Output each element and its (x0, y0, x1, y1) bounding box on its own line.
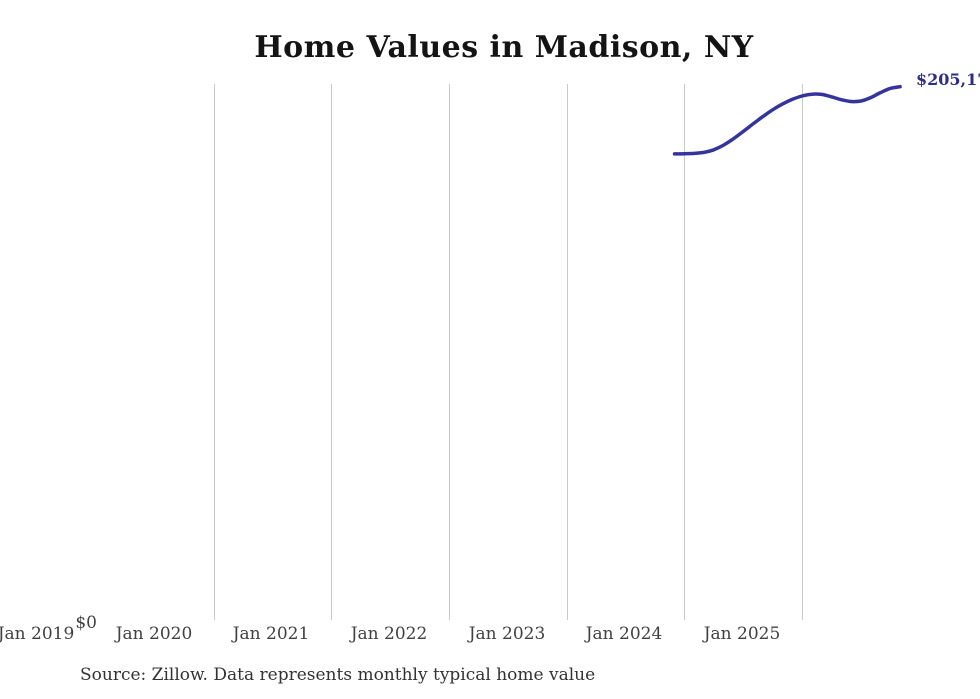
trend-line-path (672, 84, 902, 156)
source-note: Source: Zillow. Data represents monthly … (80, 665, 596, 685)
latest-value-label: $205,17 (916, 70, 980, 89)
chart-title: Home Values in Madison, NY (254, 30, 754, 65)
x-tick-label-jan-2019: Jan 2019 (0, 624, 75, 644)
x-tick-label-jan-2025: Jan 2025 (703, 624, 781, 644)
x-tick-label-jan-2020: Jan 2020 (115, 624, 193, 644)
x-tick-label-jan-2024: Jan 2024 (585, 624, 663, 644)
x-tick-label-jan-2023: Jan 2023 (468, 624, 546, 644)
x-tick-label-jan-2022: Jan 2022 (350, 624, 428, 644)
vertical-gridlines (214, 84, 803, 620)
y-axis-zero-label: $0 (75, 613, 97, 633)
x-tick-label-jan-2021: Jan 2021 (232, 624, 310, 644)
home-value-trend-line (672, 84, 902, 156)
